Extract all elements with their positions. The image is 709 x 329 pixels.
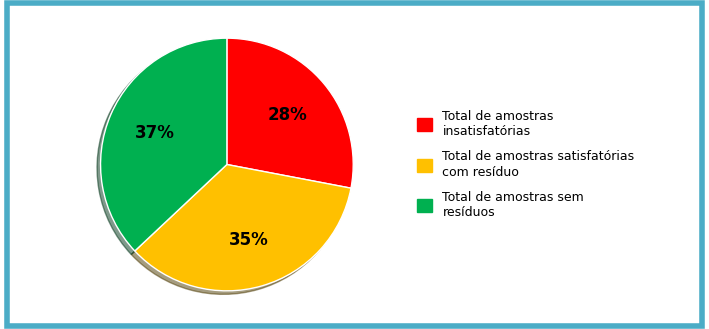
Legend: Total de amostras
insatisfatórias, Total de amostras satisfatórias
com resíduo, : Total de amostras insatisfatórias, Total… [418,110,635,219]
Wedge shape [227,38,353,188]
Wedge shape [101,38,227,251]
Text: 35%: 35% [229,231,269,249]
Text: 37%: 37% [135,124,175,142]
Wedge shape [135,164,351,291]
Text: 28%: 28% [267,106,307,124]
